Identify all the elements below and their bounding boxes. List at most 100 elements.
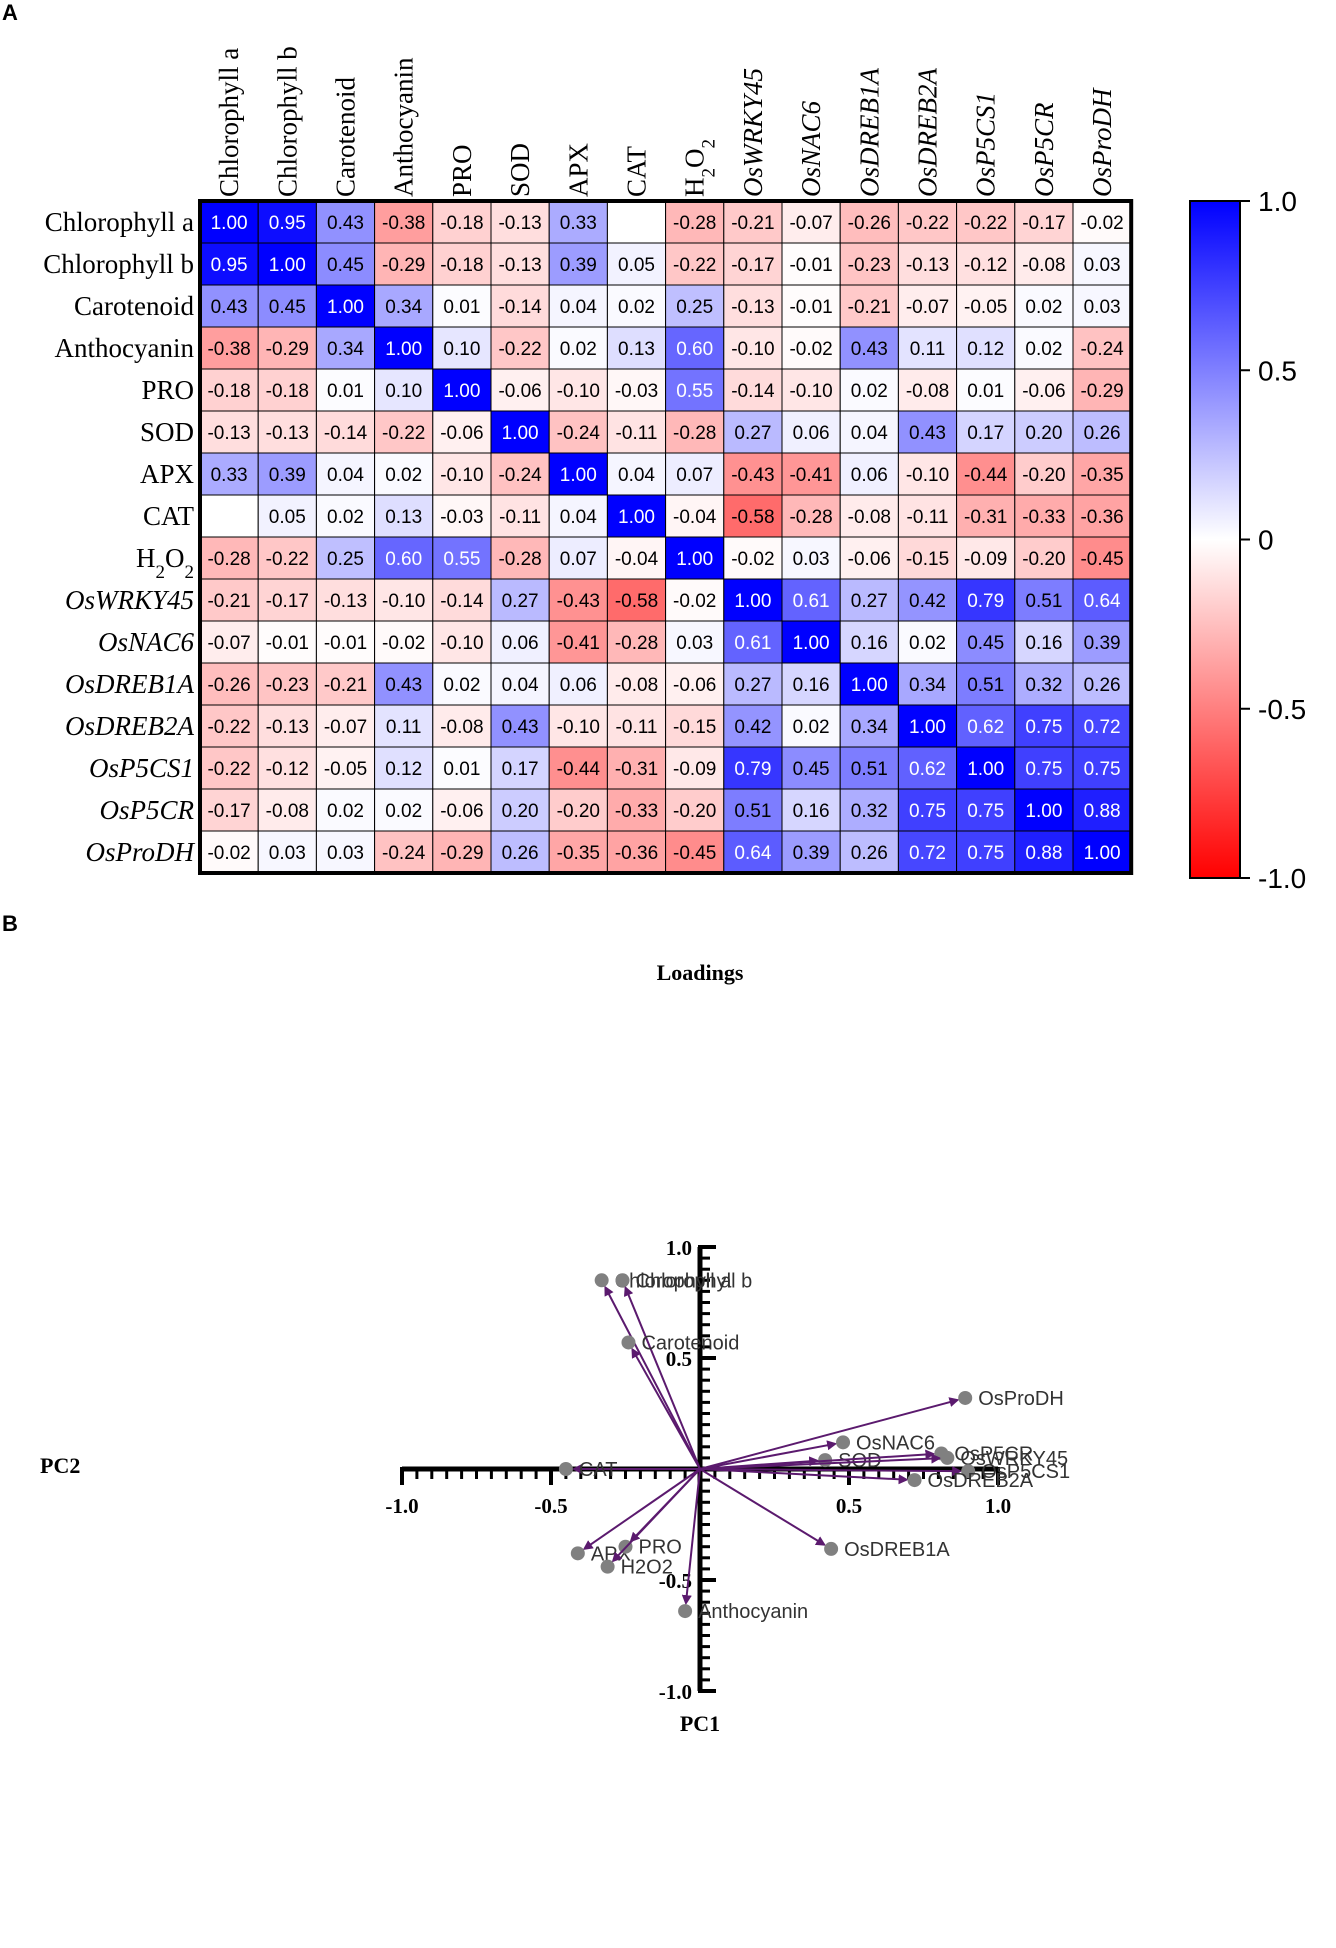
heatmap-cell-value: -0.22 (266, 549, 309, 570)
heatmap-cell (723, 200, 783, 244)
heatmap-cell (257, 830, 317, 874)
heatmap-cell-value: -0.10 (557, 717, 600, 738)
heatmap-cell-value: 0.02 (1025, 339, 1062, 360)
vector-osnac6 (699, 1440, 838, 1470)
heatmap-cell-value: -0.14 (324, 423, 368, 444)
heatmap-cell (1072, 452, 1132, 496)
heatmap-cell-value: -0.28 (498, 549, 541, 570)
heatmap-cell (1014, 326, 1074, 370)
heatmap-cell (956, 242, 1016, 286)
heatmap-cell-value: -0.26 (207, 675, 250, 696)
x-tick-label: -0.5 (534, 1494, 567, 1518)
heatmap-cell-value: 1.00 (502, 423, 539, 444)
heatmap-cell-value: -0.17 (207, 801, 250, 822)
heatmap-cell-value: 0.10 (385, 381, 422, 402)
label-pro: PRO (639, 1537, 682, 1559)
heatmap-cell-value: 0.61 (793, 591, 830, 612)
heatmap-cell (665, 494, 725, 538)
heatmap-cell-value: -0.29 (440, 843, 483, 864)
heatmap-cell (490, 536, 550, 580)
heatmap-cell-value: -0.06 (440, 423, 483, 444)
label-chlorophyll-a: Chlorophyll a (615, 1270, 733, 1292)
column-label-pro: PRO (447, 144, 477, 197)
heatmap-cell-value: -0.08 (615, 675, 658, 696)
heatmap-cell-value: 1.00 (385, 339, 422, 360)
heatmap-cell-value: -0.14 (440, 591, 484, 612)
heatmap-cell-value: 0.04 (618, 465, 655, 486)
heatmap-cell-value: -0.29 (382, 255, 425, 276)
colorbar-tick-label: -1.0 (1258, 863, 1306, 894)
heatmap-cell-value: 0.01 (327, 381, 364, 402)
heatmap-cell (665, 788, 725, 832)
heatmap-cell-value: -0.20 (557, 801, 600, 822)
heatmap-cells: 1.00 0.95 0.43 -0.38 -0.18 -0.13 0.33 -0.28 -0.2… (199, 200, 1132, 874)
heatmap-cell-value: 0.64 (734, 843, 771, 864)
heatmap-cell-value: -0.15 (673, 717, 716, 738)
heatmap-cell-value: -0.02 (207, 843, 250, 864)
heatmap-cell-value: 0.43 (909, 423, 946, 444)
heatmap-cell-value: 0.45 (327, 255, 364, 276)
colorbar-tick-label: 1.0 (1258, 186, 1297, 217)
heatmap-cell-value: -0.06 (673, 675, 716, 696)
heatmap-cell-value: 0.27 (851, 591, 888, 612)
heatmap-cell-value: 0.34 (851, 717, 888, 738)
heatmap-cell-value: -0.14 (731, 381, 775, 402)
heatmap-cell-value: 0.04 (327, 465, 364, 486)
label-anthocyanin: Anthocyanin (698, 1601, 808, 1623)
heatmap-cell-value: -0.13 (266, 717, 309, 738)
heatmap-cell-value: 0.72 (909, 843, 946, 864)
heatmap-cell-value: -0.02 (382, 633, 425, 654)
row-label-chlorophyll-a: Chlorophyll a (45, 207, 194, 237)
heatmap-cell (897, 704, 958, 748)
heatmap-cell-value: 0.20 (1025, 423, 1062, 444)
heatmap-cell-value: 0.62 (967, 717, 1004, 738)
heatmap-cell (1014, 704, 1074, 748)
heatmap-cell (606, 704, 667, 748)
heatmap-cell (199, 284, 259, 328)
vector-anthocyanin (681, 1468, 701, 1606)
y-tick-label: 0.5 (666, 1347, 692, 1371)
point-osdreb1a (824, 1541, 839, 1556)
heatmap-cell-value: 0.34 (909, 675, 946, 696)
heatmap-cell (315, 326, 376, 370)
heatmap-cell-value: 0.79 (734, 759, 771, 780)
heatmap-cell (548, 578, 608, 622)
heatmap-cell (665, 662, 725, 706)
point-carotenoid (621, 1335, 636, 1350)
heatmap-cell-value: -0.07 (789, 213, 832, 234)
heatmap-cell (548, 788, 608, 832)
heatmap-cell (839, 746, 899, 790)
heatmap-cell-value: -0.13 (207, 423, 250, 444)
heatmap-cell-value: -0.08 (266, 801, 309, 822)
heatmap-cell (432, 536, 492, 580)
label-cat: CAT (579, 1459, 618, 1481)
heatmap-cell (548, 242, 608, 286)
heatmap-cell (723, 662, 783, 706)
column-label-carotenoid: Carotenoid (331, 77, 361, 197)
point-osdreb2a (907, 1473, 922, 1488)
heatmap-cell (315, 452, 376, 496)
heatmap-cell-value: -0.02 (731, 549, 774, 570)
heatmap-cell-value: -0.06 (848, 549, 891, 570)
heatmap-cell (1014, 830, 1074, 874)
heatmap-cell-value: 1.00 (1025, 801, 1062, 822)
heatmap-cell (490, 200, 550, 244)
heatmap-cell-value: 0.02 (793, 717, 830, 738)
heatmap-cell (606, 536, 667, 580)
heatmap-cell-value: 0.45 (269, 297, 306, 318)
heatmap-cell-value: -0.36 (615, 843, 658, 864)
heatmap-cell-value: 0.39 (269, 465, 306, 486)
heatmap-cell (606, 620, 667, 664)
heatmap-cell (839, 536, 899, 580)
heatmap-cell (490, 284, 550, 328)
panel-b-label: B (2, 911, 18, 936)
heatmap-cell-value: 0.51 (967, 675, 1004, 696)
label-osnac6: OsNAC6 (856, 1432, 935, 1454)
heatmap-cell-value: -0.02 (789, 339, 832, 360)
point-oswrky45 (940, 1450, 955, 1465)
heatmap-cell-value: 1.00 (734, 591, 771, 612)
heatmap-cell-value: -0.07 (906, 297, 949, 318)
point-anthocyanin (678, 1604, 693, 1619)
heatmap-cell-value: -0.02 (673, 591, 716, 612)
heatmap-cell-value: 0.16 (851, 633, 888, 654)
